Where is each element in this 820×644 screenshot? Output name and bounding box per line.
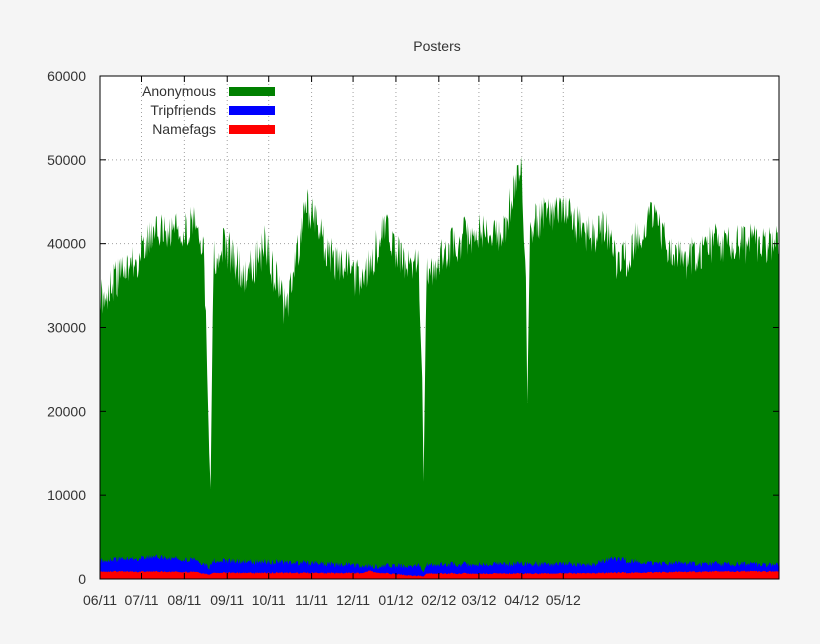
area-namefags <box>100 570 779 579</box>
area-anonymous <box>100 156 779 579</box>
x-tick-label: 01/12 <box>378 592 413 608</box>
x-tick-label: 03/12 <box>461 592 496 608</box>
x-tick-label: 11/11 <box>295 592 328 608</box>
y-tick-label: 0 <box>78 571 86 587</box>
x-tick-label: 07/11 <box>124 592 158 608</box>
x-tick-label: 09/11 <box>210 592 244 608</box>
legend: Anonymous Tripfriends Namefags <box>142 83 275 137</box>
x-tick-label: 10/11 <box>252 592 286 608</box>
legend-swatch-namefags <box>229 125 275 134</box>
series-areas <box>100 156 779 579</box>
legend-swatch-anonymous <box>229 87 275 96</box>
y-tick-label: 30000 <box>47 320 86 336</box>
legend-swatch-tripfriends <box>229 106 275 115</box>
x-tick-label: 08/11 <box>167 592 201 608</box>
legend-label-namefags: Namefags <box>152 121 216 137</box>
x-tick-label: 12/11 <box>336 592 370 608</box>
y-tick-label: 10000 <box>47 487 86 503</box>
y-tick-label: 40000 <box>47 236 86 252</box>
legend-label-tripfriends: Tripfriends <box>150 102 216 118</box>
y-tick-label: 60000 <box>47 68 86 84</box>
legend-label-anonymous: Anonymous <box>142 83 216 99</box>
chart-title: Posters <box>413 38 460 54</box>
y-axis: 0 10000 20000 30000 40000 50000 60000 <box>47 68 779 587</box>
y-tick-label: 50000 <box>47 152 86 168</box>
x-tick-label: 02/12 <box>421 592 456 608</box>
x-axis: 06/11 07/11 08/11 09/11 10/11 11/11 12/11 01/12… <box>83 76 581 608</box>
x-tick-label: 05/12 <box>546 592 581 608</box>
x-tick-label: 04/12 <box>504 592 539 608</box>
x-tick-label: 06/11 <box>83 592 117 608</box>
y-tick-label: 20000 <box>47 403 86 419</box>
